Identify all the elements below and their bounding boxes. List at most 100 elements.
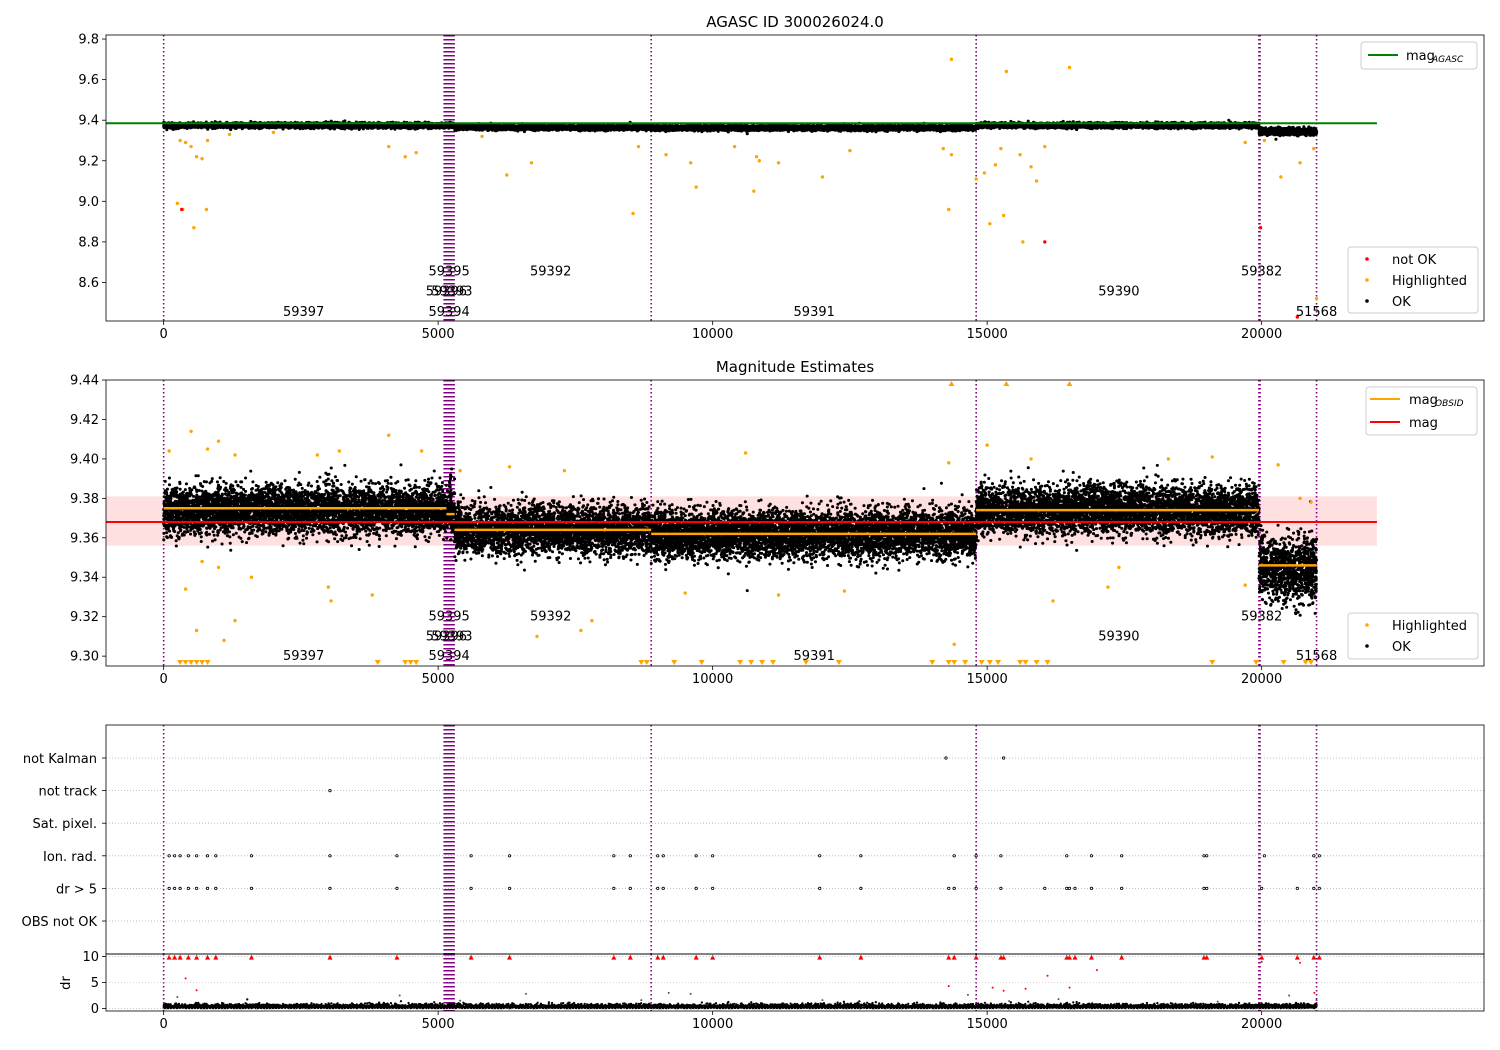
obsid-label: 59392	[530, 264, 571, 279]
highlighted-point	[1001, 213, 1006, 218]
flag-point	[1312, 886, 1316, 891]
x-tick-label: 10000	[692, 327, 733, 342]
flag-point	[205, 854, 210, 858]
highlighted-point	[1298, 496, 1302, 501]
dr-point	[689, 992, 692, 995]
flag-point	[694, 854, 698, 858]
highlighted-point	[249, 575, 254, 579]
x-tick-label: 0	[160, 327, 168, 342]
flag-point	[1317, 854, 1321, 858]
highlighted-point	[1004, 69, 1009, 74]
x-tick-label: 5000	[422, 1017, 455, 1032]
flag-point	[205, 886, 210, 891]
dr-large-point	[1024, 987, 1027, 990]
legend-label: not OK	[1392, 253, 1437, 268]
clipped-high-marker	[948, 381, 955, 386]
dr-clipped-marker	[1001, 954, 1007, 960]
flag-point	[999, 886, 1003, 891]
highlighted-point	[982, 171, 987, 175]
flag-point	[173, 886, 177, 891]
highlighted-point	[233, 618, 237, 623]
highlighted-point	[848, 148, 852, 153]
not-ok-point	[180, 207, 184, 212]
clipped-low-marker	[193, 660, 200, 665]
flag-point	[694, 886, 698, 891]
flag-point	[249, 854, 254, 858]
dr-clipped-marker	[858, 954, 864, 960]
obsid-label: 59391	[794, 305, 835, 320]
highlighted-point	[1117, 565, 1121, 570]
flag-point	[186, 886, 190, 891]
highlighted-point	[1034, 179, 1039, 183]
x-tick-label: 10000	[692, 1017, 733, 1032]
dr-point	[640, 999, 643, 1002]
clipped-low-marker	[402, 660, 409, 665]
flag-point	[859, 854, 863, 858]
highlighted-point	[993, 163, 998, 167]
highlighted-point	[1029, 457, 1033, 461]
y-tick-label: 9.0	[78, 195, 99, 210]
x-tick-label: 0	[160, 1017, 168, 1032]
flag-point	[1073, 886, 1077, 891]
flag-point	[194, 886, 199, 891]
highlighted-point	[233, 453, 237, 457]
y-tick-label: 9.6	[78, 73, 99, 88]
flag-point	[214, 854, 218, 858]
y-tick-label: 0	[91, 1002, 99, 1017]
agasc-magnitude-panel: AGASC ID 300026024.0 59397 59395 5939659393…	[78, 13, 1485, 342]
highlighted-point	[1309, 500, 1313, 504]
dr-large-point	[184, 977, 187, 980]
clipped-low-marker	[770, 660, 777, 665]
highlighted-point	[1210, 455, 1214, 459]
flag-point	[186, 854, 190, 858]
dr-point	[1288, 994, 1291, 997]
flag-point	[952, 854, 956, 858]
flag-point	[1295, 886, 1299, 891]
highlighted-point	[1262, 138, 1267, 143]
clipped-low-marker	[204, 660, 211, 665]
dr-point	[821, 999, 824, 1002]
obsid-label: 59390	[1098, 629, 1139, 644]
highlighted-point	[1314, 296, 1319, 301]
obsid-label: 59392	[530, 610, 571, 625]
dr-ok-points	[162, 998, 1318, 1010]
x-tick-label: 5000	[422, 327, 455, 342]
flag-point	[173, 854, 177, 858]
clipped-low-marker	[1017, 660, 1024, 665]
dr-axis-label: dr	[59, 976, 74, 990]
clipped-low-marker	[995, 660, 1002, 665]
highlighted-point	[636, 144, 641, 149]
flag-point	[947, 886, 951, 891]
clipped-low-marker	[929, 660, 936, 665]
clipped-low-marker	[1280, 660, 1287, 665]
dr-clipped-marker	[817, 954, 823, 960]
highlighted-point	[1243, 583, 1247, 587]
highlighted-point	[1067, 65, 1072, 70]
dr-clipped-marker	[213, 954, 219, 960]
dr-clipped-marker	[177, 954, 183, 960]
flag-point	[944, 756, 948, 760]
clipped-low-marker	[698, 660, 705, 665]
highlighted-point	[194, 155, 199, 159]
legend-label: Highlighted	[1392, 274, 1467, 289]
dr-clipped-marker	[194, 954, 200, 960]
chart-title: Magnitude Estimates	[716, 358, 874, 376]
highlighted-point	[194, 628, 199, 633]
obsid-label: 59393	[431, 285, 472, 300]
flag-point	[628, 886, 632, 891]
legend-label: mag	[1409, 416, 1438, 431]
highlighted-point	[535, 634, 539, 639]
legend-label-sub: OBSID	[1435, 399, 1464, 409]
dr-clipped-marker	[693, 954, 699, 960]
highlighted-point	[999, 146, 1003, 151]
y-tick-label: 9.36	[70, 531, 99, 546]
flag-point	[818, 886, 822, 891]
clipped-low-marker	[986, 660, 993, 665]
flag-label: not track	[38, 785, 97, 800]
axes-frame	[105, 379, 1485, 667]
y-tick-label: 5	[91, 976, 99, 991]
dr-clipped-marker	[1311, 954, 1317, 960]
legend-point-swatch	[1365, 623, 1369, 627]
clipped-low-marker	[182, 660, 189, 665]
